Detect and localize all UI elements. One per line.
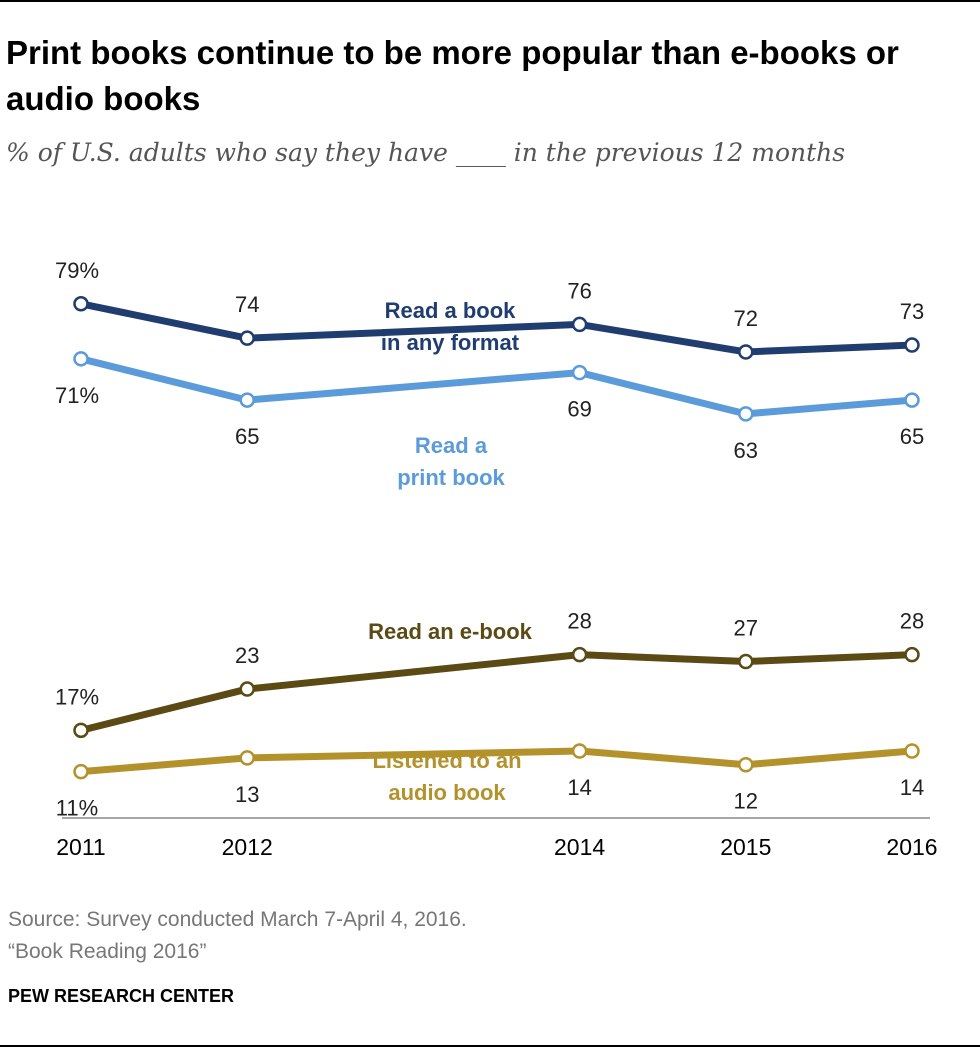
x-tick-label-2016: 2016 bbox=[886, 834, 937, 860]
data-label-1-2016: 73 bbox=[900, 299, 924, 324]
series-name-4-line-1: Listened to an bbox=[372, 748, 521, 773]
data-label-1-2012: 74 bbox=[235, 292, 259, 317]
data-point-3-2012 bbox=[239, 681, 255, 697]
data-label-2-2015: 63 bbox=[734, 438, 758, 463]
data-point-1-2012 bbox=[239, 330, 255, 346]
data-label-3-2011: 17% bbox=[55, 684, 99, 709]
data-label-2-2012: 65 bbox=[235, 424, 259, 449]
data-label-2-2016: 65 bbox=[900, 424, 924, 449]
data-point-3-2016 bbox=[904, 646, 920, 663]
series-name-1-line-2: in any format bbox=[381, 330, 520, 355]
data-label-3-2016: 28 bbox=[900, 609, 924, 634]
data-point-4-2011 bbox=[73, 763, 89, 780]
top-rule bbox=[0, 0, 980, 2]
data-point-4-2014 bbox=[571, 743, 588, 759]
x-tick-label-2011: 2011 bbox=[56, 834, 105, 860]
report-title-note: “Book Reading 2016” bbox=[8, 940, 207, 963]
data-point-1-2011 bbox=[73, 296, 89, 312]
organization-name: PEW RESEARCH CENTER bbox=[8, 986, 235, 1006]
data-label-1-2011: 79% bbox=[55, 258, 99, 283]
data-label-4-2015: 12 bbox=[734, 789, 758, 814]
data-point-2-2012 bbox=[239, 392, 255, 408]
data-label-3-2015: 27 bbox=[734, 616, 758, 641]
series-name-4-line-2: audio book bbox=[388, 780, 506, 805]
data-point-4-2016 bbox=[904, 743, 920, 759]
data-point-3-2015 bbox=[738, 653, 754, 670]
data-point-1-2016 bbox=[904, 337, 920, 353]
data-point-1-2015 bbox=[738, 344, 754, 360]
series-name-1-line-1: Read a book bbox=[385, 298, 517, 323]
series-name-2-line-1: Read a bbox=[415, 433, 488, 458]
data-point-2-2014 bbox=[571, 364, 588, 381]
data-point-3-2014 bbox=[571, 646, 588, 663]
data-label-3-2014: 28 bbox=[567, 609, 591, 634]
x-tick-label-2012: 2012 bbox=[222, 834, 273, 860]
x-tick-label-2015: 2015 bbox=[720, 834, 771, 860]
bottom-rule bbox=[0, 1045, 980, 1047]
data-point-3-2011 bbox=[73, 722, 89, 739]
data-label-2-2011: 71% bbox=[55, 383, 99, 408]
data-point-2-2011 bbox=[73, 351, 89, 367]
data-label-4-2014: 14 bbox=[567, 775, 591, 800]
data-label-4-2012: 13 bbox=[235, 782, 259, 807]
data-label-4-2011: 11% bbox=[56, 796, 98, 821]
data-label-1-2014: 76 bbox=[567, 278, 591, 303]
series-name-2-line-2: print book bbox=[397, 465, 505, 490]
series-name-3-line-1: Read an e-book bbox=[368, 619, 533, 644]
series-line-2 bbox=[77, 355, 916, 418]
chart-subtitle: % of U.S. adults who say they have ____ … bbox=[6, 138, 846, 167]
data-point-4-2015 bbox=[738, 756, 754, 773]
data-point-2-2016 bbox=[904, 392, 920, 408]
data-point-2-2015 bbox=[738, 406, 754, 422]
data-label-4-2016: 14 bbox=[900, 775, 924, 800]
data-point-1-2014 bbox=[571, 316, 588, 333]
data-label-3-2012: 23 bbox=[235, 643, 259, 668]
series-line-3 bbox=[77, 651, 916, 734]
x-tick-label-2014: 2014 bbox=[554, 834, 605, 860]
data-label-1-2015: 72 bbox=[734, 306, 758, 331]
data-label-2-2014: 69 bbox=[567, 397, 591, 422]
source-note: Source: Survey conducted March 7-April 4… bbox=[8, 908, 467, 931]
data-point-4-2012 bbox=[239, 750, 255, 766]
chart-title: Print books continue to be more popular … bbox=[6, 34, 899, 117]
